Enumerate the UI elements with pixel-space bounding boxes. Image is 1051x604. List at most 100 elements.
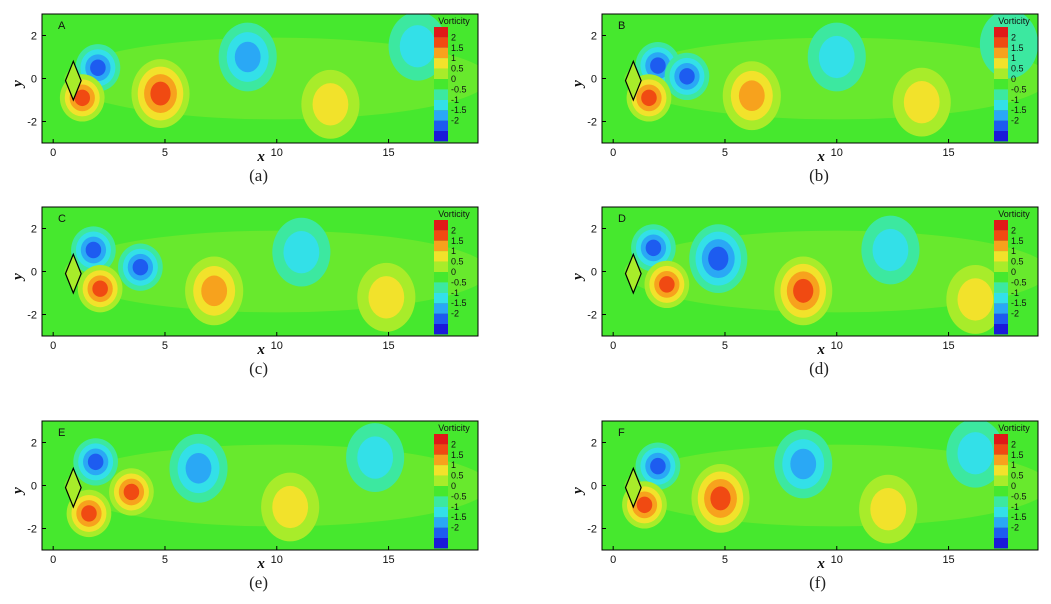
vortex-contour	[659, 276, 675, 293]
legend-level-label: 1.5	[1011, 43, 1024, 53]
vortex-1	[109, 468, 154, 516]
legend-swatch	[994, 517, 1008, 528]
legend-swatch	[994, 496, 1008, 507]
vortex-5	[946, 421, 1005, 488]
vortex-contour	[870, 487, 907, 531]
legend-swatch	[434, 120, 448, 131]
y-tick-label: 2	[31, 31, 37, 43]
y-tick-label: 0	[591, 481, 597, 493]
legend-level-label: 1.5	[451, 450, 464, 460]
vortex-contour	[74, 89, 91, 107]
vortex-4	[261, 472, 320, 542]
legend-swatch	[434, 47, 448, 59]
legend-level-label: -2	[1011, 116, 1019, 126]
legend-swatch	[434, 496, 448, 507]
legend-swatch	[434, 220, 448, 231]
legend-level-label: 2	[1011, 439, 1016, 449]
legend: Vorticity 21.510.50-0.5-1-1.5-2	[994, 16, 1030, 142]
legend-level-label: -1	[451, 288, 459, 298]
x-tick-label: 5	[162, 554, 168, 566]
legend-level-label: 0	[451, 481, 456, 491]
legend-swatch	[994, 99, 1008, 111]
y-tick-label: 0	[591, 74, 597, 86]
legend-level-label: -1	[1011, 502, 1019, 512]
x-axis-label: x	[816, 342, 825, 358]
vortex-5	[388, 14, 447, 81]
legend-swatch	[994, 37, 1008, 48]
x-tick-label: 15	[942, 340, 954, 352]
legend-level-label: 2	[1011, 32, 1016, 42]
legend-swatch	[434, 131, 448, 142]
panel-b: B 0 5 10 15 2 0 -2 x y Vorticity 2 1.5 1 0.5 0 -0.5 -1 -1.…	[560, 0, 1051, 190]
legend-level-label: -2	[451, 523, 459, 533]
x-tick-label: 0	[50, 340, 56, 352]
legend-level-label: 0.5	[451, 64, 464, 74]
vortex-contour	[81, 505, 97, 522]
legend-swatch	[434, 303, 448, 314]
vortex-5	[946, 265, 1005, 334]
legend-swatch	[994, 240, 1008, 252]
legend-swatch	[434, 517, 448, 528]
legend-swatch	[434, 68, 448, 79]
legend-level-label: -1	[451, 95, 459, 105]
y-tick-label: 0	[31, 74, 37, 86]
legend-swatch	[434, 261, 448, 272]
vortex-3	[169, 433, 228, 503]
vortex-2	[626, 74, 672, 122]
legend-level-label: -1	[451, 502, 459, 512]
legend-level-label: 2	[1011, 225, 1016, 235]
legend-swatch	[994, 527, 1008, 538]
vortex-contour	[201, 275, 228, 307]
vortex-contour	[957, 278, 994, 321]
x-tick-label: 10	[831, 340, 843, 352]
legend-level-label: 2	[451, 32, 456, 42]
body-outline	[64, 252, 82, 295]
vortex-4	[301, 69, 360, 139]
legend-swatch	[994, 538, 1008, 549]
vortex-contour	[636, 496, 653, 514]
vortex-contour	[645, 239, 662, 257]
legend-swatch	[994, 454, 1008, 466]
legend-level-label: 0	[1011, 74, 1016, 84]
y-tick-label: 2	[31, 224, 37, 236]
vortex-contour	[234, 41, 261, 73]
y-tick-label: 2	[31, 438, 37, 450]
legend-swatch	[434, 58, 448, 69]
panel-a: A 0 5 10 15 2 0 -2 x y Vorticity 2 1.5 1 0.5 0 -0.5 -1 -1.…	[0, 0, 500, 190]
legend-swatch	[994, 292, 1008, 304]
legend-level-label: 0	[1011, 267, 1016, 277]
y-axis-label: y	[570, 80, 586, 89]
vortex-contour	[710, 486, 731, 511]
legend-swatch	[994, 486, 1008, 497]
x-tick-label: 0	[610, 340, 616, 352]
vortex-1	[118, 243, 163, 291]
panel-caption: (b)	[809, 166, 829, 185]
x-axis-label: x	[256, 556, 265, 572]
vorticity-plot: A0 5 10 1520-2xyVorticity21.510.50-0.5-1-1.…	[10, 13, 479, 165]
y-tick-label: 0	[31, 267, 37, 279]
vortex-contour	[793, 278, 814, 303]
vortex-contour	[679, 68, 695, 85]
x-tick-label: 15	[942, 147, 954, 159]
legend-level-label: -2	[451, 116, 459, 126]
x-tick-label: 10	[831, 147, 843, 159]
legend-swatch	[994, 251, 1008, 262]
legend-swatch	[434, 454, 448, 466]
legend-swatch	[434, 434, 448, 445]
legend-title: Vorticity	[438, 423, 470, 433]
legend-level-label: -2	[1011, 523, 1019, 533]
legend-swatch	[994, 506, 1008, 518]
legend-swatch	[994, 313, 1008, 324]
vortex-3	[774, 256, 833, 326]
vortex-4	[807, 22, 866, 92]
contour-field	[42, 207, 478, 336]
legend-swatch	[434, 444, 448, 455]
x-tick-label: 10	[831, 554, 843, 566]
vortex-contour	[957, 432, 994, 475]
panel-caption: (d)	[809, 359, 829, 378]
legend-level-label: 0.5	[451, 471, 464, 481]
legend-swatch	[434, 89, 448, 100]
vortex-contour	[85, 241, 102, 259]
legend-swatch	[434, 292, 448, 304]
legend-swatch	[994, 27, 1008, 38]
